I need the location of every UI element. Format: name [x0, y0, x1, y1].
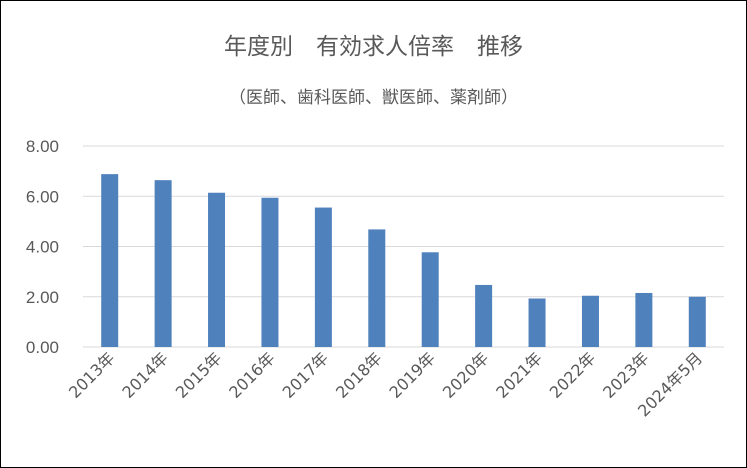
bars: [101, 174, 706, 347]
x-tick-label: 2014年: [118, 348, 172, 402]
bar-5: [368, 229, 386, 347]
bar-11: [688, 296, 706, 347]
y-tick-label: 6.00: [26, 187, 59, 206]
x-tick-label: 2020年: [439, 348, 493, 402]
x-axis-ticks: 2013年 2014年 2015年 2016年 2017年 2018年 2019年 2020年…: [65, 348, 706, 420]
bar-3: [261, 197, 279, 347]
y-tick-label: 8.00: [26, 137, 59, 156]
bar-9: [581, 295, 599, 347]
bar-4: [314, 207, 332, 347]
bar-1: [154, 180, 172, 347]
x-tick-label: 2016年: [225, 348, 279, 402]
x-tick-label: 2017年: [279, 348, 333, 402]
y-tick-label: 2.00: [26, 288, 59, 307]
bar-8: [528, 298, 546, 347]
bar-6: [421, 252, 439, 347]
bar-10: [635, 292, 653, 347]
x-tick-label: 2021年: [492, 348, 546, 402]
bar-0: [101, 174, 119, 347]
x-tick-label: 2013年: [65, 348, 119, 402]
x-tick-label: 2015年: [172, 348, 226, 402]
x-tick-label: 2022年: [546, 348, 600, 402]
y-tick-label: 0.00: [26, 338, 59, 357]
bar-2: [208, 192, 226, 347]
x-tick-label: 2018年: [332, 348, 386, 402]
x-tick-label: 2023年: [599, 348, 653, 402]
x-tick-label: 2019年: [385, 348, 439, 402]
chart-subtitle: （医師、歯科医師、獣医師、薬剤師）: [229, 88, 518, 108]
bar-7: [475, 284, 493, 347]
y-tick-label: 4.00: [26, 238, 59, 257]
gridlines: [83, 145, 724, 348]
y-axis-ticks: 0.00 2.00 4.00 6.00 8.00: [26, 137, 59, 357]
chart-title: 年度別 有効求人倍率 推移: [224, 34, 523, 60]
